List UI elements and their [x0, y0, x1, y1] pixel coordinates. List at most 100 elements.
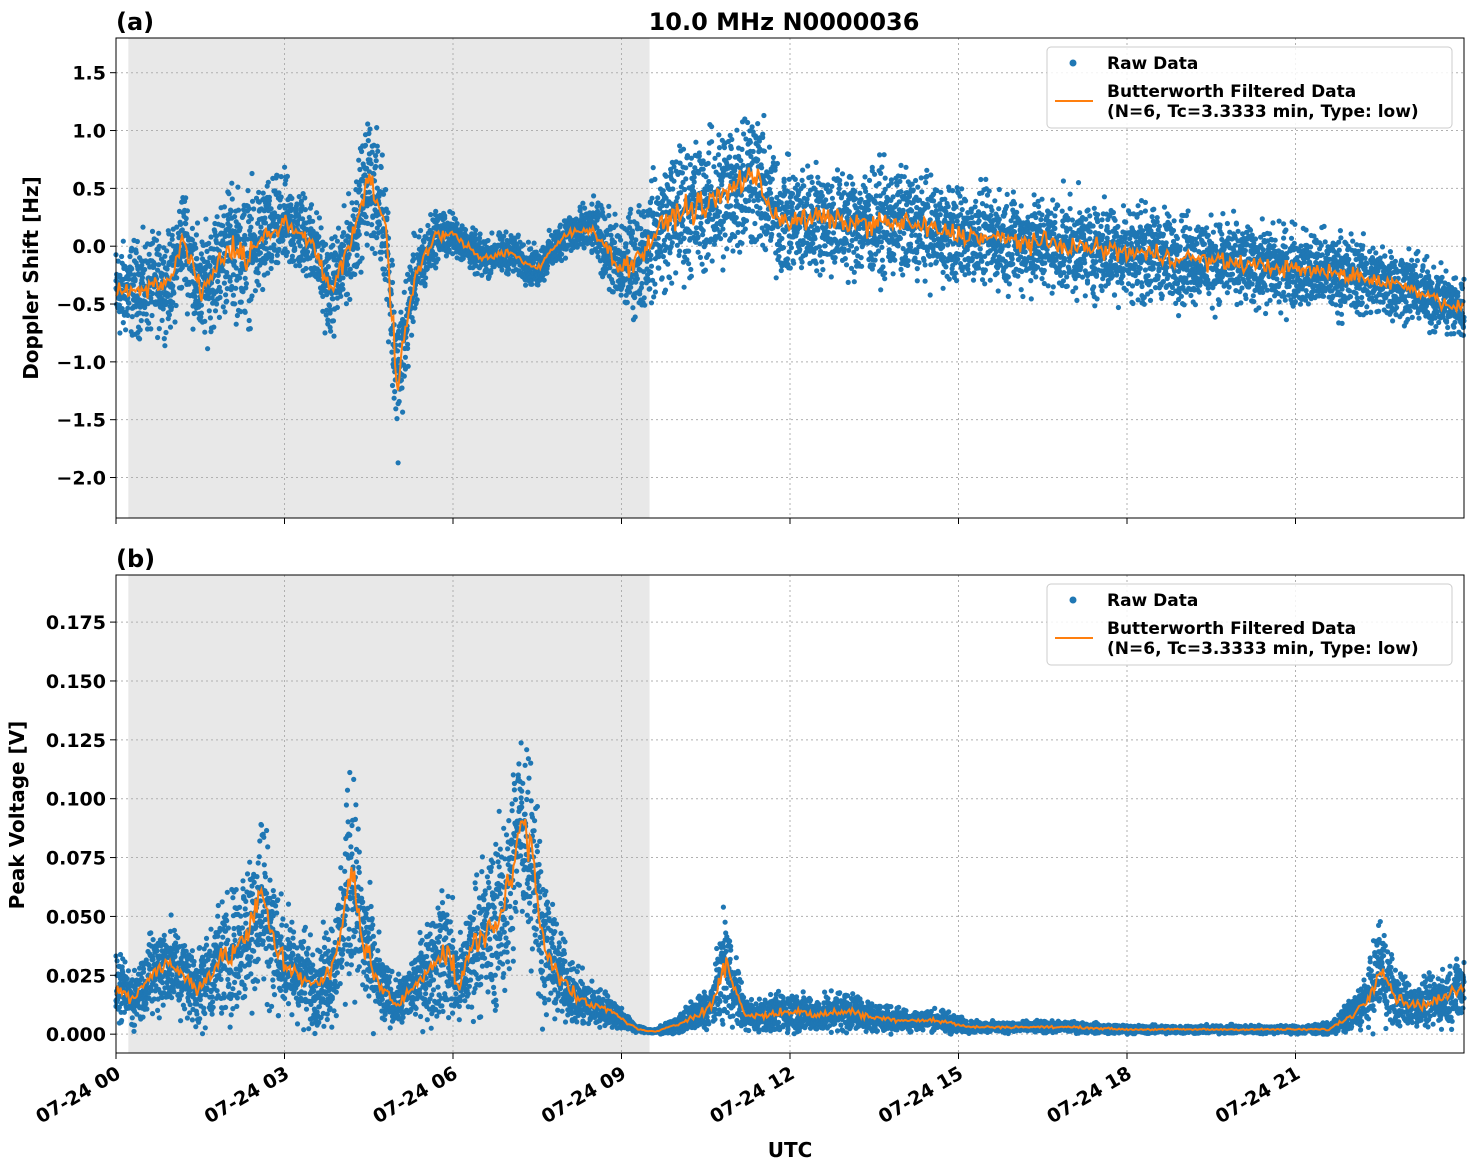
raw-data-point [772, 167, 778, 173]
raw-data-point [638, 226, 644, 232]
raw-data-point [580, 200, 586, 206]
raw-data-point [673, 270, 679, 276]
raw-data-point [1039, 212, 1045, 218]
raw-data-point [945, 203, 951, 210]
raw-data-point [900, 272, 906, 278]
raw-data-point [647, 200, 654, 206]
raw-data-point [982, 267, 988, 273]
raw-data-point [217, 289, 224, 295]
raw-data-point [693, 139, 699, 145]
raw-data-point [776, 254, 782, 260]
raw-data-point [398, 309, 404, 315]
raw-data-point [292, 247, 298, 253]
raw-data-point [667, 250, 673, 256]
raw-data-point [813, 260, 819, 266]
raw-data-point [827, 188, 833, 194]
raw-data-point [682, 186, 688, 193]
raw-data-point [193, 245, 199, 251]
raw-data-point [898, 162, 904, 168]
raw-data-point [325, 264, 331, 270]
raw-data-point [161, 259, 167, 265]
raw-data-point [380, 191, 387, 197]
raw-data-point [648, 300, 655, 306]
raw-data-point [812, 236, 818, 242]
raw-data-point [832, 259, 838, 265]
raw-data-point [859, 263, 865, 269]
raw-data-point [156, 243, 162, 249]
raw-data-point [752, 186, 758, 192]
raw-data-point [242, 232, 248, 239]
raw-data-point [137, 336, 143, 342]
raw-data-point [718, 236, 724, 242]
raw-data-point [850, 181, 856, 187]
raw-data-point [799, 177, 805, 183]
raw-data-point [897, 235, 904, 241]
raw-data-point [179, 227, 185, 233]
raw-data-point [137, 327, 143, 333]
raw-data-point [966, 270, 972, 276]
raw-data-point [743, 218, 750, 224]
raw-data-point [462, 227, 469, 233]
raw-data-point [268, 265, 274, 272]
raw-data-point [265, 179, 271, 185]
raw-data-point [289, 253, 295, 259]
raw-data-point [872, 257, 878, 263]
raw-data-point [212, 308, 219, 314]
raw-data-point [946, 276, 952, 282]
raw-data-point [757, 205, 763, 211]
raw-data-point [691, 174, 697, 180]
raw-data-point [389, 262, 396, 268]
raw-data-point [389, 257, 395, 263]
raw-data-point [852, 196, 859, 202]
raw-data-point [898, 189, 904, 195]
raw-data-point [652, 289, 659, 295]
raw-data-point [671, 178, 677, 184]
raw-data-point [155, 334, 161, 341]
raw-data-point [709, 258, 715, 264]
raw-data-point [876, 181, 882, 187]
raw-data-point [789, 200, 796, 206]
raw-data-point [1038, 217, 1044, 223]
raw-data-point [994, 270, 1000, 276]
raw-data-point [868, 251, 874, 257]
raw-data-point [900, 207, 906, 213]
raw-data-point [221, 204, 227, 210]
raw-data-point [515, 232, 521, 238]
raw-data-point [715, 152, 722, 158]
raw-data-point [220, 304, 226, 310]
raw-data-point [720, 267, 726, 273]
raw-data-point [374, 125, 380, 131]
raw-data-point [829, 183, 835, 189]
raw-data-point [115, 258, 121, 264]
raw-data-point [770, 154, 777, 161]
raw-data-point [823, 197, 829, 203]
raw-data-point [359, 255, 365, 261]
raw-data-point [353, 207, 359, 213]
raw-data-point [805, 163, 811, 169]
raw-data-point [227, 223, 233, 229]
raw-data-point [905, 262, 911, 268]
raw-data-point [1039, 196, 1045, 202]
raw-data-point [411, 256, 417, 262]
raw-data-point [330, 296, 336, 302]
raw-data-point [698, 220, 704, 226]
raw-data-point [648, 263, 655, 269]
raw-data-point [1039, 276, 1045, 282]
raw-data-point [724, 246, 730, 252]
raw-data-point [737, 249, 743, 255]
raw-data-point [364, 242, 370, 248]
raw-data-point [153, 237, 160, 243]
raw-data-point [995, 288, 1001, 294]
raw-data-point [681, 235, 687, 241]
raw-data-point [139, 262, 145, 268]
raw-data-point [372, 250, 378, 256]
raw-data-point [152, 261, 158, 267]
raw-data-point [330, 318, 337, 324]
raw-data-point [800, 167, 806, 173]
raw-data-point [665, 261, 671, 267]
raw-data-point [697, 241, 703, 247]
raw-data-point [207, 315, 213, 321]
raw-data-point [964, 247, 970, 253]
raw-data-point [117, 330, 123, 336]
raw-data-point [940, 269, 946, 275]
